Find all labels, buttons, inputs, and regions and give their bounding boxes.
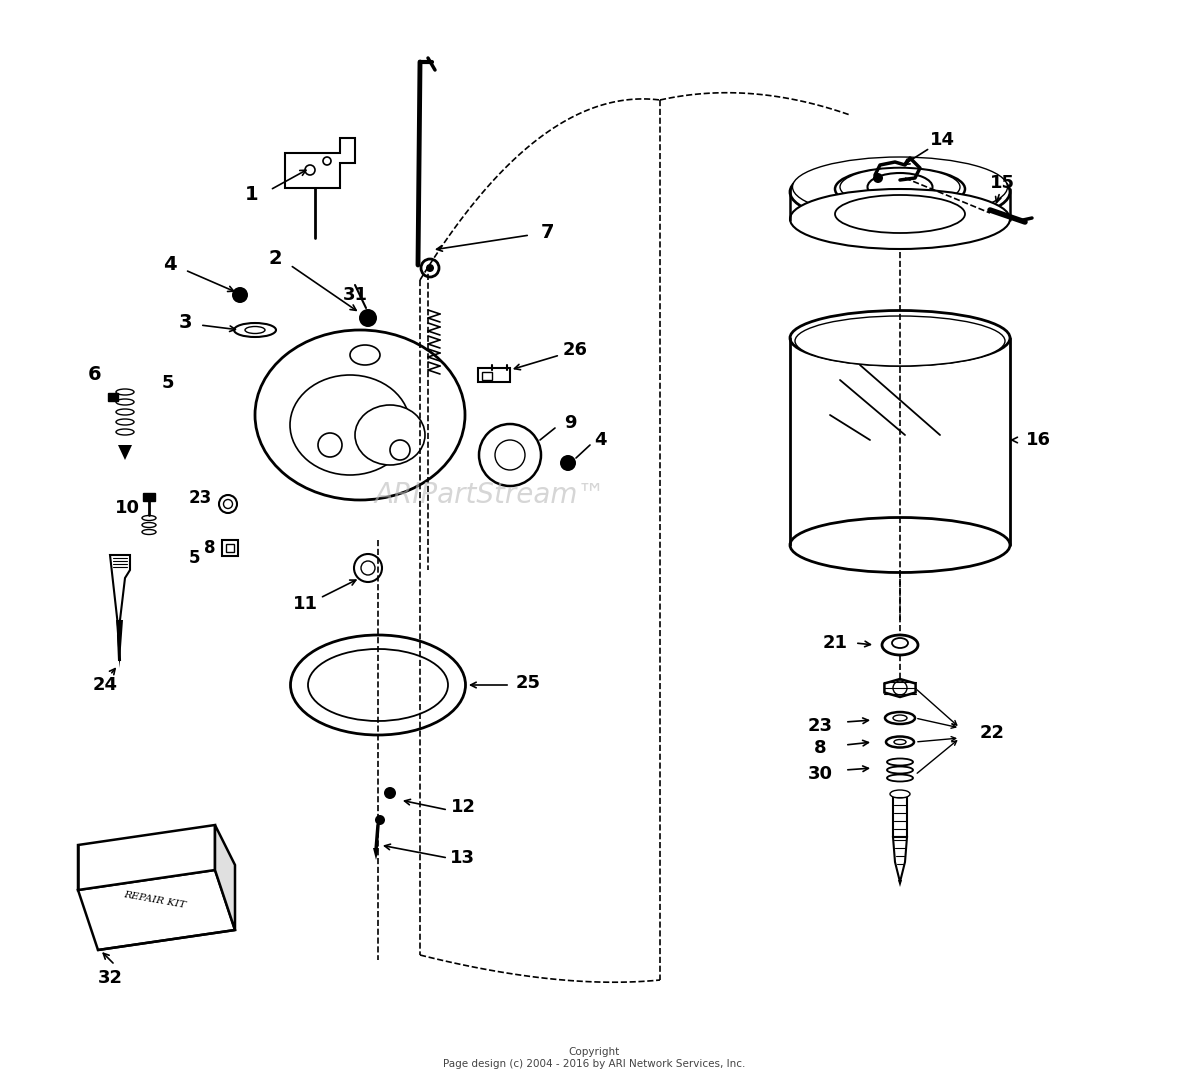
Ellipse shape [887,767,913,773]
Ellipse shape [887,758,913,766]
Ellipse shape [308,649,448,721]
Polygon shape [117,619,122,668]
Polygon shape [898,880,902,887]
Ellipse shape [234,323,276,337]
Ellipse shape [892,638,908,648]
Bar [482,371,492,380]
Text: 3: 3 [178,313,191,331]
Ellipse shape [290,635,466,735]
Ellipse shape [793,157,1007,217]
Text: 5: 5 [189,549,201,567]
Text: 4: 4 [163,256,177,274]
Circle shape [390,440,410,460]
Polygon shape [285,138,356,188]
Bar [478,368,510,382]
Text: 10: 10 [114,499,139,517]
Polygon shape [885,679,916,697]
Text: 22: 22 [980,725,1005,742]
Ellipse shape [882,635,918,655]
Text: 23: 23 [807,717,832,735]
Bar [226,544,234,552]
Ellipse shape [835,195,965,233]
Ellipse shape [219,495,237,513]
Ellipse shape [795,316,1005,366]
Text: 25: 25 [516,674,541,692]
Bar [222,540,238,556]
Text: REPAIR KIT: REPAIR KIT [124,890,187,910]
Polygon shape [78,870,235,950]
Ellipse shape [356,405,424,465]
Circle shape [317,433,342,457]
Ellipse shape [224,499,233,509]
Circle shape [560,455,575,471]
Ellipse shape [789,518,1009,573]
Bar [108,393,118,401]
Ellipse shape [885,712,916,725]
Text: 6: 6 [88,365,102,384]
Circle shape [426,264,434,272]
Ellipse shape [495,440,526,470]
Ellipse shape [479,425,541,486]
Circle shape [361,561,375,575]
Ellipse shape [868,173,932,201]
Text: 8: 8 [205,539,215,557]
Polygon shape [893,837,907,882]
Circle shape [232,287,249,303]
Ellipse shape [891,790,910,798]
Text: Copyright
Page design (c) 2004 - 2016 by ARI Network Services, Inc.: Copyright Page design (c) 2004 - 2016 by… [442,1047,746,1069]
Circle shape [354,554,382,582]
Text: 23: 23 [188,490,212,507]
Ellipse shape [887,774,913,782]
Ellipse shape [839,168,960,206]
Circle shape [375,815,385,825]
Polygon shape [111,554,130,660]
Polygon shape [78,825,215,890]
Polygon shape [118,445,132,460]
Text: 21: 21 [823,634,848,652]
Polygon shape [215,825,235,930]
Ellipse shape [254,330,465,500]
Text: 1: 1 [245,185,259,205]
Ellipse shape [245,326,265,334]
Text: 14: 14 [930,131,955,149]
Polygon shape [373,848,379,860]
Text: 11: 11 [292,595,317,613]
Text: 4: 4 [593,431,606,449]
Text: 8: 8 [813,739,826,757]
Text: 5: 5 [162,374,175,392]
Text: 9: 9 [564,414,577,432]
Ellipse shape [350,345,380,365]
Text: 24: 24 [93,676,118,694]
Ellipse shape [290,375,410,475]
Text: 31: 31 [342,286,367,304]
Ellipse shape [893,715,907,721]
Ellipse shape [835,168,965,210]
Text: ARIPartStream™: ARIPartStream™ [375,481,605,509]
Text: 26: 26 [562,341,587,358]
Text: 30: 30 [807,765,832,783]
Ellipse shape [789,159,1009,224]
Text: 7: 7 [541,222,555,242]
Text: 13: 13 [449,849,474,867]
Ellipse shape [789,190,1009,249]
Circle shape [359,309,377,327]
Text: 32: 32 [97,969,122,987]
Text: 16: 16 [1025,431,1051,449]
Bar [893,792,907,837]
Circle shape [384,787,396,799]
Ellipse shape [894,740,906,744]
Circle shape [893,681,907,695]
Ellipse shape [789,311,1009,365]
Text: 15: 15 [989,174,1014,192]
Text: 12: 12 [451,798,476,815]
Ellipse shape [886,736,914,747]
Text: 2: 2 [269,248,282,268]
Bar [143,493,155,501]
Circle shape [873,173,883,183]
